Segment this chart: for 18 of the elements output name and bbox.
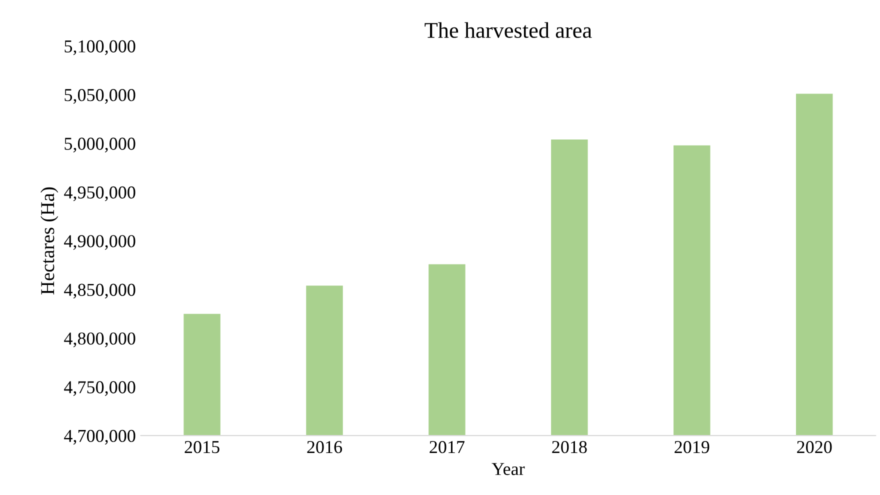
y-tick-label: 4,800,000 <box>64 332 136 348</box>
y-tick-label: 5,050,000 <box>64 88 136 104</box>
x-tick-label: 2019 <box>674 440 710 454</box>
x-tick-label: 2018 <box>552 440 587 454</box>
y-tick-label: 4,950,000 <box>64 186 136 202</box>
x-axis-title: Year <box>492 463 525 476</box>
x-tick-label: 2016 <box>307 440 342 454</box>
y-tick-label: 4,700,000 <box>64 430 136 445</box>
x-tick-label: 2020 <box>797 440 832 454</box>
y-tick-label: 4,900,000 <box>64 235 136 250</box>
y-axis-title: Hectares (Ha) <box>40 187 58 295</box>
x-tick-label: 2015 <box>184 440 220 454</box>
chart-title: The harvested area <box>424 22 592 38</box>
y-tick-label: 5,000,000 <box>64 138 136 152</box>
y-tick-label: 4,750,000 <box>64 381 136 396</box>
y-tick-label: 5,100,000 <box>64 40 136 56</box>
y-tick-label: 4,850,000 <box>64 284 136 299</box>
x-tick-label: 2017 <box>430 440 465 454</box>
